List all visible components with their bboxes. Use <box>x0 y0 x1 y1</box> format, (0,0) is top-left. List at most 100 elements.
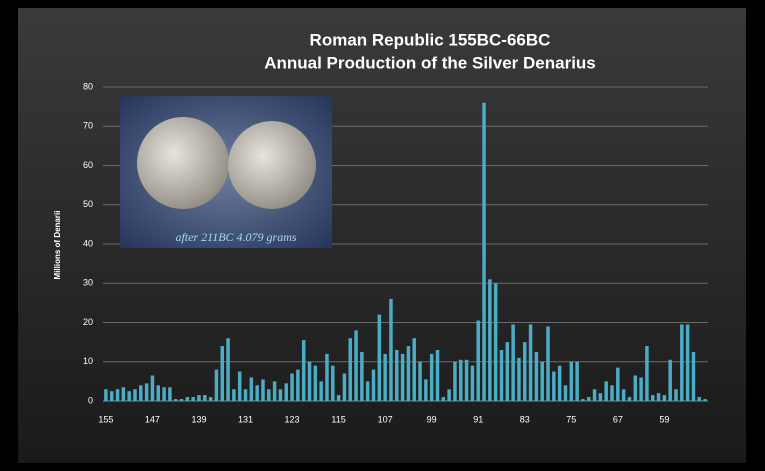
x-tick-label: 147 <box>145 414 160 424</box>
bar <box>587 397 591 401</box>
bar <box>197 395 201 401</box>
x-tick-label: 67 <box>613 414 623 424</box>
y-tick-label: 30 <box>83 278 93 288</box>
bar <box>307 361 312 401</box>
bar <box>354 330 358 401</box>
bar <box>569 361 574 401</box>
bar <box>616 367 620 401</box>
bar <box>424 379 428 401</box>
bar <box>377 314 382 401</box>
bar <box>604 381 608 401</box>
bar <box>610 385 614 401</box>
bar <box>441 397 446 401</box>
bar <box>668 359 672 401</box>
bar <box>400 353 405 401</box>
bar <box>383 353 387 401</box>
bar <box>592 389 597 401</box>
bar <box>563 385 568 401</box>
bar <box>226 338 230 401</box>
bar <box>342 373 347 401</box>
bar <box>255 385 259 401</box>
bar <box>429 353 434 401</box>
bar <box>493 283 498 401</box>
bar <box>121 387 126 401</box>
x-tick-label: 107 <box>378 414 393 424</box>
bar <box>109 391 114 401</box>
bar <box>278 389 283 401</box>
bar <box>650 395 655 401</box>
bar <box>511 324 515 401</box>
bar <box>656 393 661 401</box>
bar <box>621 389 626 401</box>
coin-photo <box>120 96 332 248</box>
bar <box>662 395 667 401</box>
y-tick-label: 60 <box>83 160 93 170</box>
bar <box>557 365 562 401</box>
y-axis-label: Millions of Denarii <box>53 211 62 280</box>
bar <box>162 387 166 401</box>
bar <box>540 361 544 401</box>
bar <box>267 389 271 401</box>
bar <box>139 385 143 401</box>
bar <box>104 389 108 401</box>
bar <box>208 397 213 401</box>
bar <box>546 326 550 401</box>
bar <box>214 369 219 401</box>
bar <box>395 349 399 401</box>
bar <box>173 399 178 401</box>
plot-area: 0 10 20 30 40 50 60 70 80 155 147 139 131 123 115 107 99… <box>83 81 708 424</box>
y-tick-label: 80 <box>83 81 93 91</box>
y-tick-label: 50 <box>83 199 93 209</box>
bar <box>191 397 195 401</box>
bar <box>360 351 364 401</box>
x-tick-label: 139 <box>191 414 206 424</box>
bar <box>336 395 341 401</box>
bar <box>528 324 533 401</box>
bar <box>470 365 475 401</box>
coin-reverse <box>228 121 316 209</box>
x-tick-label: 83 <box>520 414 530 424</box>
bar <box>179 399 184 401</box>
bar <box>435 349 440 401</box>
bar <box>464 359 469 401</box>
bar <box>371 369 376 401</box>
x-tick-label: 99 <box>427 414 437 424</box>
y-tick-label: 0 <box>88 395 93 405</box>
bar <box>691 351 696 401</box>
bar <box>627 397 632 401</box>
bar <box>697 397 702 401</box>
x-tick-label: 75 <box>566 414 576 424</box>
bar <box>412 338 416 401</box>
bar <box>203 395 207 401</box>
bar <box>325 353 329 401</box>
bar <box>127 391 131 401</box>
bar <box>447 389 451 401</box>
bar <box>482 102 486 401</box>
chart-subtitle: Annual Production of the Silver Denarius <box>264 53 596 72</box>
bar <box>534 351 539 401</box>
bar <box>488 279 492 401</box>
bar <box>517 357 521 401</box>
bar <box>459 359 463 401</box>
bar <box>220 346 224 401</box>
bar <box>389 298 393 401</box>
bar <box>645 346 649 401</box>
bar <box>150 375 155 401</box>
bar <box>301 340 306 401</box>
bar <box>296 369 300 401</box>
y-tick-label: 70 <box>83 121 93 131</box>
bar <box>156 385 161 401</box>
bar <box>575 361 579 401</box>
bar <box>633 375 638 401</box>
x-tick-label: 155 <box>98 414 113 424</box>
bar <box>406 346 411 401</box>
x-tick-label: 59 <box>659 414 669 424</box>
y-tick-label: 40 <box>83 238 93 248</box>
bar <box>168 387 172 401</box>
x-tick-label: 115 <box>331 414 345 424</box>
bar <box>284 383 288 401</box>
bar <box>476 320 480 401</box>
annotation: after 211BC 4.079 grams <box>175 230 296 244</box>
